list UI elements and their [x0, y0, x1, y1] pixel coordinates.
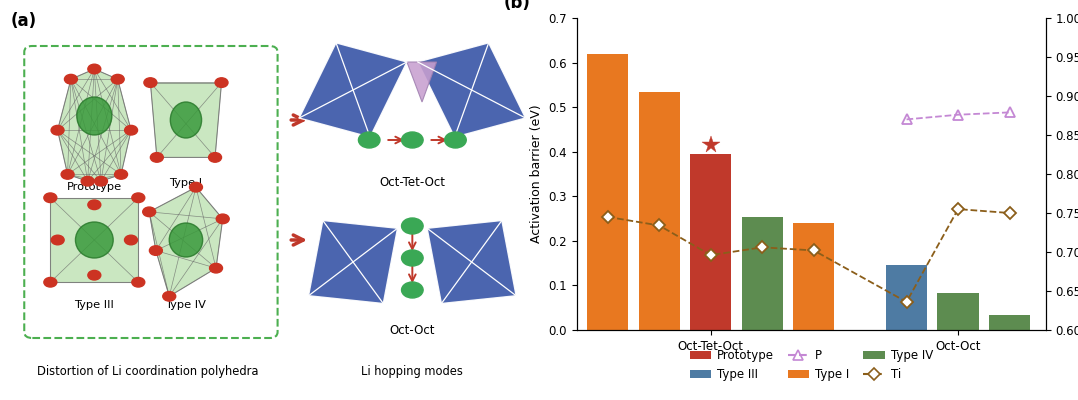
- Y-axis label: Activation barrier (eV): Activation barrier (eV): [529, 105, 543, 243]
- Text: Prototype: Prototype: [67, 182, 122, 192]
- Circle shape: [125, 125, 138, 135]
- Text: (b): (b): [505, 0, 531, 12]
- Circle shape: [87, 200, 101, 210]
- Circle shape: [401, 218, 423, 234]
- Bar: [742, 217, 783, 330]
- Bar: [638, 92, 680, 330]
- Circle shape: [217, 214, 230, 224]
- Circle shape: [52, 235, 64, 245]
- Circle shape: [44, 193, 57, 202]
- Circle shape: [190, 182, 203, 192]
- Text: Type IV: Type IV: [166, 300, 206, 310]
- Circle shape: [208, 153, 221, 162]
- Polygon shape: [149, 187, 223, 296]
- Circle shape: [150, 246, 163, 255]
- Ellipse shape: [169, 223, 203, 257]
- Circle shape: [445, 132, 466, 148]
- Circle shape: [142, 207, 155, 217]
- Circle shape: [114, 170, 127, 179]
- Circle shape: [61, 170, 74, 179]
- Circle shape: [163, 292, 176, 301]
- Bar: [690, 154, 731, 330]
- Circle shape: [359, 132, 381, 148]
- Circle shape: [81, 176, 94, 186]
- Circle shape: [95, 176, 108, 186]
- Legend: Prototype, Type III, P, Type I, Type IV, Ti: Prototype, Type III, P, Type I, Type IV,…: [685, 344, 938, 386]
- Polygon shape: [51, 198, 138, 282]
- Circle shape: [150, 153, 164, 162]
- Circle shape: [51, 125, 64, 135]
- Ellipse shape: [75, 222, 113, 258]
- Polygon shape: [308, 220, 398, 304]
- Circle shape: [401, 132, 423, 148]
- Text: (a): (a): [11, 12, 37, 30]
- Text: Oct-Tet-Oct: Oct-Tet-Oct: [379, 176, 445, 189]
- Ellipse shape: [170, 102, 202, 138]
- Text: Distortion of Li coordination polyhedra: Distortion of Li coordination polyhedra: [38, 365, 259, 378]
- Circle shape: [87, 64, 101, 74]
- Circle shape: [209, 263, 222, 273]
- Circle shape: [132, 193, 144, 202]
- Circle shape: [401, 282, 423, 298]
- Polygon shape: [150, 83, 222, 158]
- Circle shape: [401, 250, 423, 266]
- Circle shape: [44, 278, 57, 287]
- Circle shape: [132, 278, 144, 287]
- Bar: [938, 294, 979, 330]
- Bar: [886, 265, 927, 330]
- Circle shape: [125, 235, 138, 245]
- Polygon shape: [407, 62, 437, 102]
- Text: Oct-Oct: Oct-Oct: [389, 324, 436, 337]
- Polygon shape: [418, 43, 525, 137]
- Bar: [588, 54, 628, 330]
- Text: Li hopping modes: Li hopping modes: [361, 365, 464, 378]
- Bar: [989, 315, 1031, 330]
- Bar: [793, 223, 834, 330]
- Circle shape: [111, 74, 124, 84]
- Text: Type I: Type I: [169, 178, 203, 188]
- Polygon shape: [57, 69, 132, 181]
- Polygon shape: [427, 220, 516, 304]
- Circle shape: [143, 78, 156, 88]
- Text: Type III: Type III: [74, 300, 114, 310]
- Circle shape: [87, 270, 101, 280]
- Circle shape: [65, 74, 78, 84]
- Circle shape: [216, 78, 229, 88]
- Ellipse shape: [77, 97, 112, 135]
- Polygon shape: [300, 43, 406, 137]
